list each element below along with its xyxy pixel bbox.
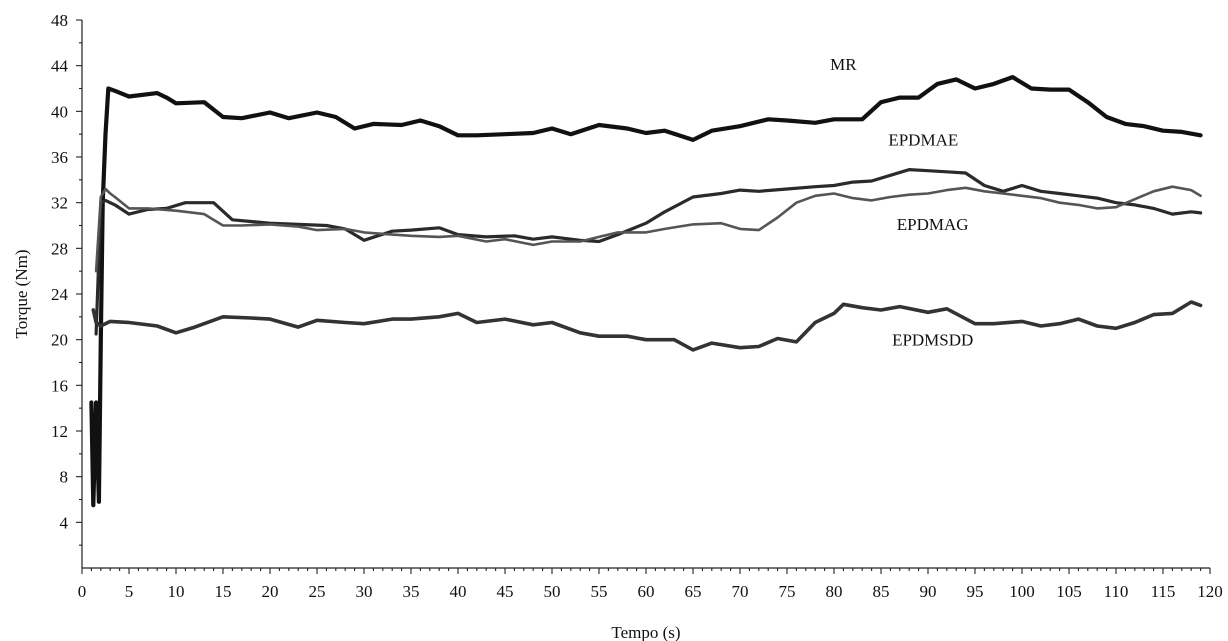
y-tick-label: 4 <box>60 513 69 532</box>
series-label-epdmae: EPDMAE <box>888 131 958 150</box>
x-axis-title: Tempo (s) <box>611 623 680 641</box>
series-line-epdmag <box>94 185 1202 273</box>
x-tick-label: 75 <box>779 582 796 601</box>
y-tick-label: 20 <box>51 331 68 350</box>
series-line-epdmsdd <box>91 300 1203 352</box>
x-tick-label: 50 <box>544 582 561 601</box>
series-label-mr: MR <box>830 55 857 74</box>
axes <box>81 20 1210 569</box>
x-tick-label: 65 <box>685 582 702 601</box>
y-tick-label: 24 <box>51 285 69 304</box>
x-tick-label: 110 <box>1104 582 1129 601</box>
y-tick-label: 44 <box>51 57 69 76</box>
x-tick-label: 80 <box>826 582 843 601</box>
x-tick-label: 25 <box>309 582 326 601</box>
x-tick-label: 20 <box>262 582 279 601</box>
x-tick-label: 85 <box>873 582 890 601</box>
x-tick-label: 55 <box>591 582 608 601</box>
x-tick-label: 45 <box>497 582 514 601</box>
y-axis-title: Torque (Nm) <box>12 250 31 339</box>
y-tick-label: 32 <box>51 194 68 213</box>
y-tick-label: 12 <box>51 422 68 441</box>
x-tick-label: 35 <box>403 582 420 601</box>
x-tick-label: 120 <box>1197 582 1223 601</box>
y-tick-label: 40 <box>51 102 68 121</box>
series-label-epdmag: EPDMAG <box>897 215 969 234</box>
x-tick-label: 105 <box>1056 582 1082 601</box>
x-tick-label: 90 <box>920 582 937 601</box>
x-tick-label: 10 <box>168 582 185 601</box>
x-tick-label: 40 <box>450 582 467 601</box>
x-tick-label: 70 <box>732 582 749 601</box>
x-tick-label: 115 <box>1151 582 1176 601</box>
x-tick-label: 95 <box>967 582 984 601</box>
x-tick-label: 0 <box>78 582 87 601</box>
y-tick-label: 28 <box>51 239 68 258</box>
series-line-epdmae <box>94 168 1203 336</box>
x-ticks: 0 5 10 15 20 25 30 35 40 45 50 55 60 65 70 75 80 85 90 95 10… <box>78 568 1223 601</box>
x-tick-label: 15 <box>215 582 232 601</box>
series-label-epdmsdd: EPDMSDD <box>892 330 973 349</box>
y-tick-label: 16 <box>51 376 68 395</box>
x-tick-label: 30 <box>356 582 373 601</box>
series-line-mr <box>89 75 1203 508</box>
series-lines <box>89 75 1203 508</box>
x-tick-label: 5 <box>125 582 134 601</box>
y-tick-label: 48 <box>51 11 68 30</box>
y-tick-label: 36 <box>51 148 68 167</box>
y-tick-label: 8 <box>60 468 69 487</box>
x-tick-label: 60 <box>638 582 655 601</box>
x-tick-label: 100 <box>1009 582 1035 601</box>
